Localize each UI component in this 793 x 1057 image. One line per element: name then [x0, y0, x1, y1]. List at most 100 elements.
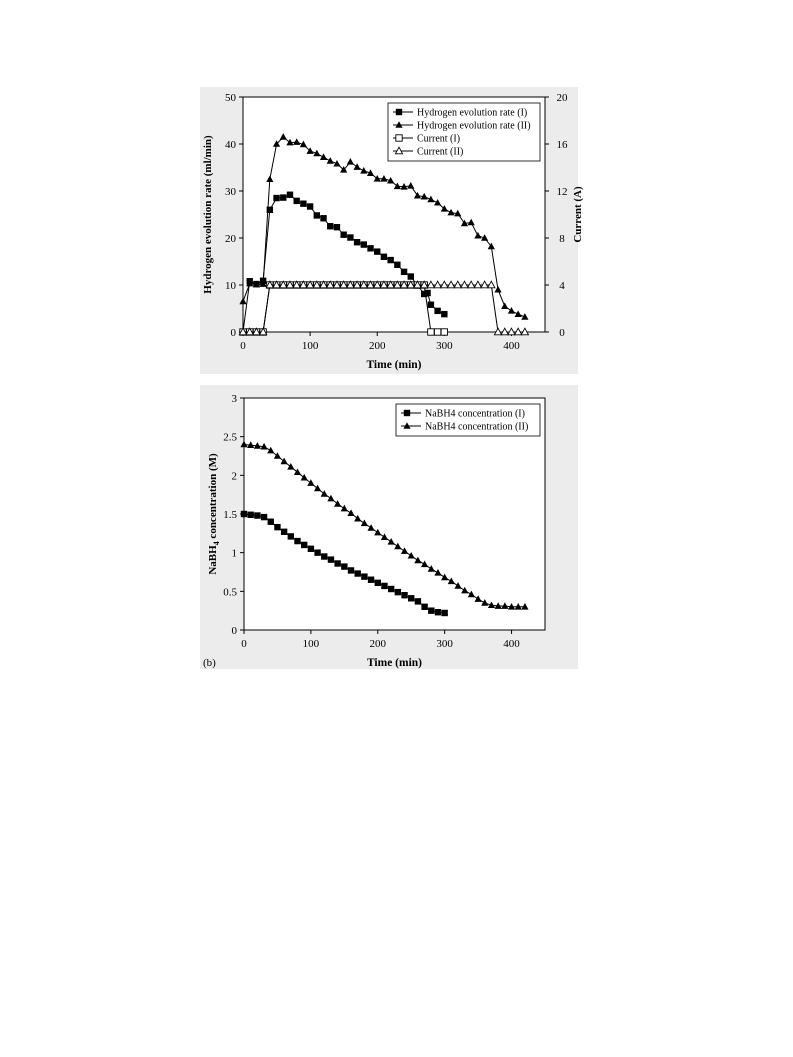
data-point: [407, 551, 415, 559]
data-point: [387, 256, 394, 264]
data-point: [486, 280, 496, 289]
data-point: [267, 518, 274, 525]
y2-axis-title: Current (A): [572, 186, 584, 243]
data-point: [240, 440, 248, 448]
data-point: [260, 513, 268, 521]
x-tick-label: 300: [436, 638, 453, 650]
data-point: [434, 307, 441, 315]
data-point: [319, 280, 328, 289]
x-tick-label: 0: [241, 638, 247, 650]
series-4: [238, 280, 530, 336]
data-point: [293, 138, 301, 145]
data-point: [339, 280, 349, 289]
data-point: [360, 241, 367, 248]
data-point: [294, 537, 301, 545]
data-point: [507, 307, 516, 314]
y-tick-label: 30: [225, 186, 237, 198]
legend-box: [395, 403, 541, 437]
data-point: [340, 231, 347, 238]
data-point: [258, 327, 268, 336]
x-axis-title: Time (min): [367, 657, 422, 669]
data-point: [441, 310, 448, 318]
data-point: [238, 327, 248, 336]
x-tick-label: 200: [369, 340, 386, 352]
data-point: [400, 182, 408, 190]
series-1: [240, 510, 448, 617]
data-point: [319, 153, 328, 160]
data-point: [427, 301, 435, 308]
data-point: [474, 595, 482, 602]
data-point: [286, 138, 294, 146]
data-point: [387, 176, 395, 184]
data-point: [274, 523, 281, 531]
data-point: [313, 484, 322, 492]
data-point: [433, 280, 442, 289]
data-point: [307, 545, 315, 552]
data-point: [447, 208, 455, 216]
data-point: [299, 280, 308, 289]
data-point: [280, 528, 288, 535]
data-point: [259, 280, 267, 287]
data-point: [392, 280, 402, 289]
data-point: [332, 280, 342, 289]
y-tick-label: 1.5: [223, 509, 237, 521]
series-2: [240, 440, 529, 610]
data-point: [399, 280, 409, 289]
y-tick-label: 2: [232, 470, 238, 482]
data-point: [321, 553, 328, 560]
data-point: [420, 192, 428, 200]
data-point: [413, 191, 422, 199]
data-point: [380, 533, 389, 540]
legend-label: NaBH4 concentration (I): [425, 409, 525, 420]
data-point: [407, 182, 415, 189]
data-point: [306, 203, 314, 210]
y2-tick-label: 0: [559, 327, 565, 339]
data-point: [454, 582, 462, 589]
data-point: [253, 442, 261, 449]
data-point: [247, 511, 254, 518]
data-point: [280, 457, 288, 465]
x-tick-label: 200: [370, 638, 387, 650]
legend-label: Current (II): [417, 147, 463, 158]
data-point: [312, 280, 322, 289]
data-point: [374, 528, 382, 536]
legend-label: Hydrogen evolution rate (II): [417, 121, 531, 132]
y-tick-label: 3: [232, 393, 238, 405]
data-point: [467, 218, 475, 226]
data-point: [401, 592, 408, 599]
data-point: [327, 494, 335, 502]
data-point: [394, 261, 401, 268]
y-axis-title: Hydrogen evolution rate (ml/min): [202, 135, 214, 294]
data-point: [307, 479, 315, 486]
data-point: [292, 280, 302, 289]
data-point: [353, 163, 361, 170]
data-point: [394, 542, 402, 550]
data-point: [374, 579, 381, 587]
data-point: [279, 133, 287, 140]
y-tick-label: 50: [225, 92, 237, 104]
data-point: [447, 577, 455, 585]
y-tick-label: 40: [225, 139, 237, 151]
legend: NaBH4 concentration (I) NaBH4 concentrati…: [395, 403, 541, 437]
data-point: [393, 182, 401, 190]
data-point: [427, 565, 435, 572]
data-point: [493, 327, 503, 336]
y2-tick-label: 8: [559, 233, 565, 245]
data-point: [359, 280, 369, 289]
data-point: [453, 280, 463, 289]
data-point: [285, 280, 295, 289]
data-point: [246, 279, 254, 287]
data-point: [487, 601, 496, 609]
data-point: [252, 327, 261, 336]
data-point: [325, 280, 335, 289]
data-point: [252, 280, 261, 288]
data-point: [440, 205, 448, 212]
data-point: [460, 280, 469, 289]
data-point: [347, 567, 355, 574]
data-point: [278, 280, 288, 289]
legend: Hydrogen evolution rate (I) Hydrogen evol…: [387, 102, 541, 162]
data-point: [433, 328, 442, 336]
data-point: [507, 603, 516, 610]
data-point: [521, 603, 529, 610]
